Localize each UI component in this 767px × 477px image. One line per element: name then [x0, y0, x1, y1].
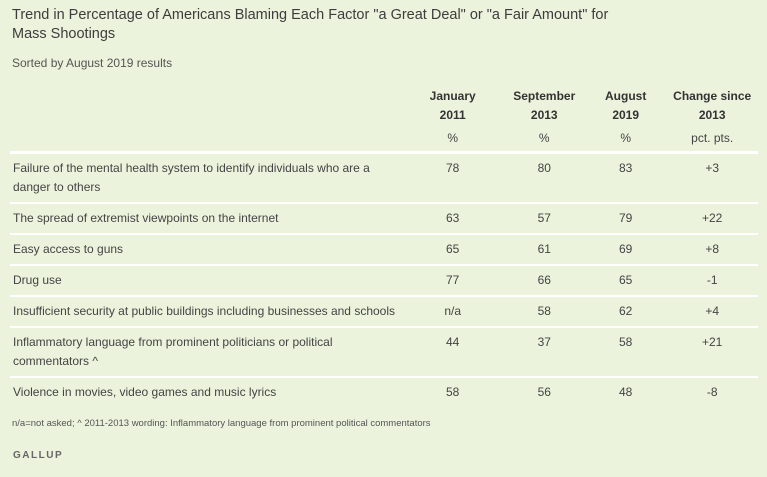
- footnote: n/a=not asked; ^ 2011-2013 wording: Infl…: [12, 418, 431, 429]
- header-row-line2: 2011 2013 2019 2013: [10, 106, 758, 125]
- cell-value: +3: [666, 151, 758, 203]
- cell-value: 58: [401, 376, 504, 407]
- header-empty: [10, 87, 402, 106]
- header-row-line1: January September August Change since: [10, 87, 758, 106]
- header-col-1-unit: %: [447, 130, 459, 145]
- header-col-2: September: [513, 89, 576, 103]
- header-col-1: January: [429, 89, 476, 103]
- header-col-4: Change since: [673, 89, 752, 103]
- header-col-2-year: 2013: [530, 108, 558, 122]
- table-row: Insufficient security at public building…: [10, 295, 758, 327]
- cell-value: 69: [584, 233, 667, 265]
- header-col-4-unit: pct. pts.: [691, 130, 734, 145]
- cell-value: 56: [503, 376, 585, 407]
- cell-value: -1: [666, 264, 758, 296]
- header-col-3-unit: %: [620, 130, 631, 145]
- cell-value: 77: [401, 264, 504, 296]
- header-col-4-year: 2013: [698, 108, 726, 122]
- cell-value: 79: [584, 202, 667, 234]
- cell-value: +22: [666, 202, 758, 234]
- header-col-2-unit: %: [538, 130, 550, 145]
- table-title: Trend in Percentage of Americans Blaming…: [12, 7, 609, 42]
- table-row: Drug use 77 66 65 -1: [10, 264, 758, 296]
- cell-value: 63: [401, 202, 504, 234]
- row-label: Insufficient security at public building…: [10, 295, 402, 327]
- table-subtitle: Sorted by August 2019 results: [12, 56, 173, 70]
- cell-value: 37: [503, 326, 585, 377]
- row-label: Drug use: [10, 264, 402, 296]
- cell-value: 61: [503, 233, 585, 265]
- row-label: The spread of extremist viewpoints on th…: [10, 202, 402, 234]
- row-label: Inflammatory language from prominent pol…: [10, 326, 402, 377]
- row-label: Failure of the mental health system to i…: [10, 151, 402, 203]
- cell-value: 65: [401, 233, 504, 265]
- header-empty: [10, 106, 402, 125]
- cell-value: 58: [584, 326, 667, 377]
- table-row: Inflammatory language from prominent pol…: [10, 326, 758, 377]
- cell-value: -8: [666, 376, 758, 407]
- header-empty: [10, 125, 402, 153]
- header-col-1-year: 2011: [439, 108, 466, 122]
- cell-value: +8: [666, 233, 758, 265]
- cell-value: 65: [584, 264, 667, 296]
- header-col-3-year: 2019: [612, 108, 640, 122]
- cell-value: n/a: [401, 295, 504, 327]
- cell-value: 78: [401, 151, 504, 203]
- cell-value: +4: [666, 295, 758, 327]
- cell-value: 57: [503, 202, 585, 234]
- cell-value: 62: [584, 295, 667, 327]
- cell-value: 48: [584, 376, 667, 407]
- data-table: January September August Change since 20…: [10, 87, 758, 407]
- header-row-units: % % % pct. pts.: [10, 125, 758, 153]
- table-row: Easy access to guns 65 61 69 +8: [10, 233, 758, 265]
- table-row: The spread of extremist viewpoints on th…: [10, 202, 758, 234]
- cell-value: 83: [584, 151, 667, 203]
- cell-value: 80: [503, 151, 585, 203]
- cell-value: 58: [503, 295, 585, 327]
- cell-value: 66: [503, 264, 585, 296]
- cell-value: +21: [666, 326, 758, 377]
- gallup-logo: GALLUP: [13, 450, 64, 461]
- cell-value: 44: [401, 326, 504, 377]
- row-label: Easy access to guns: [10, 233, 402, 265]
- table-row: Failure of the mental health system to i…: [10, 151, 758, 203]
- header-col-3: August: [605, 89, 647, 103]
- table-row: Violence in movies, video games and musi…: [10, 376, 758, 407]
- row-label: Violence in movies, video games and musi…: [10, 376, 402, 407]
